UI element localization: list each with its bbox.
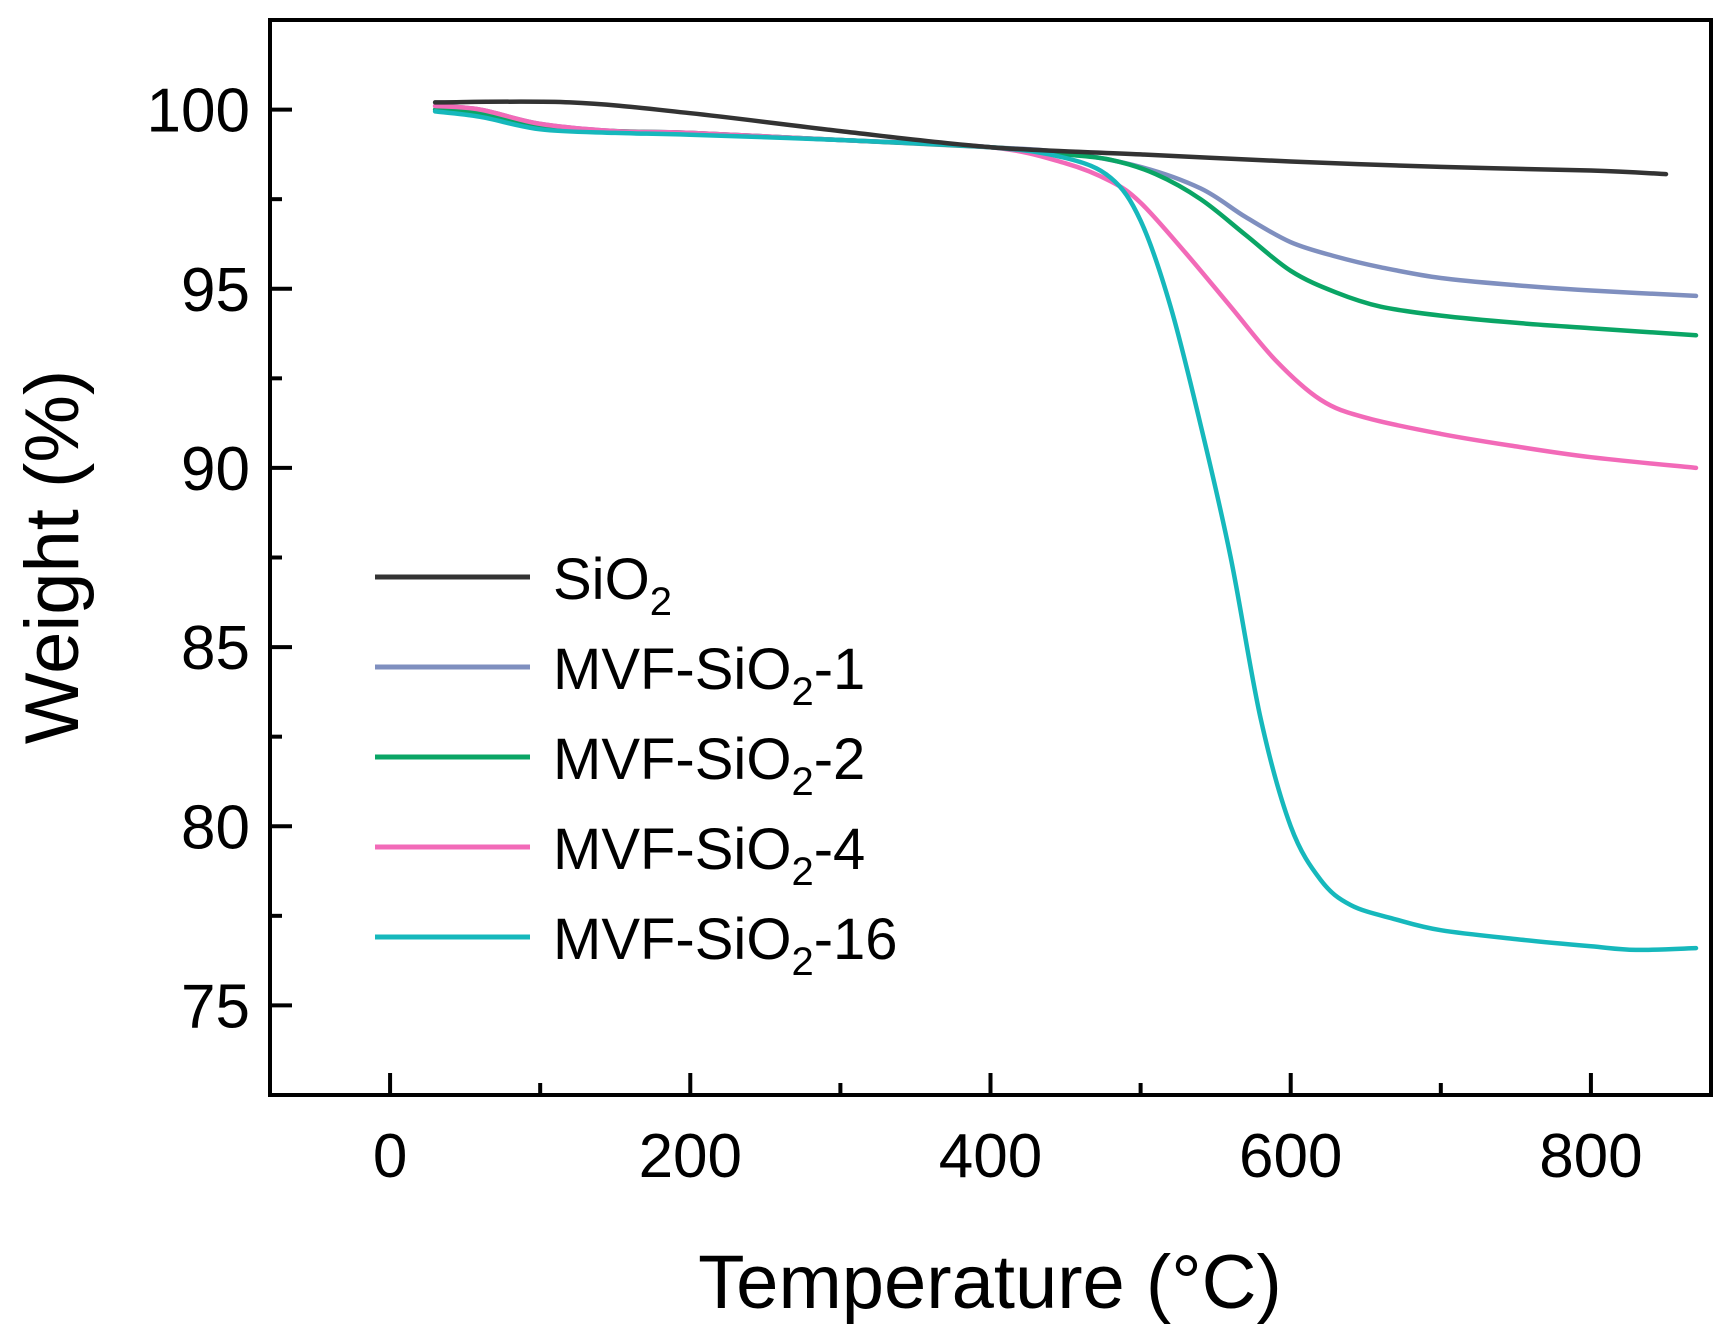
x-tick-label: 800 — [1539, 1122, 1642, 1191]
x-tick-label: 600 — [1239, 1122, 1342, 1191]
y-tick-label: 85 — [181, 614, 250, 683]
y-tick-label: 80 — [181, 793, 250, 862]
series-line-0 — [432, 99, 1669, 177]
legend-label-0: SiO2 — [553, 547, 672, 624]
y-axis-title: Weight (%) — [10, 370, 95, 744]
series-line-2 — [432, 107, 1699, 338]
legend-label-4: MVF-SiO2-16 — [553, 907, 898, 984]
legend-label-2: MVF-SiO2-2 — [553, 727, 865, 804]
y-tick-label: 95 — [181, 256, 250, 325]
y-tick-label: 90 — [181, 435, 250, 504]
series-layer — [432, 99, 1699, 953]
y-tick-label: 75 — [181, 972, 250, 1041]
x-tick-label: 400 — [939, 1122, 1042, 1191]
plot-frame — [268, 18, 1713, 1097]
legend: SiO2 MVF-SiO2-1 MVF-SiO2-2 MVF-SiO2-4 MVF-Si… — [375, 547, 898, 984]
y-tick-label: 100 — [147, 77, 250, 146]
y-axis: 75 80 85 90 95 100 — [147, 18, 292, 1097]
legend-label-1: MVF-SiO2-1 — [553, 637, 865, 714]
x-axis: 0 200 400 600 800 — [373, 1073, 1643, 1191]
x-axis-title: Temperature (°C) — [698, 1240, 1282, 1325]
legend-label-3: MVF-SiO2-4 — [553, 817, 865, 894]
series-line-4 — [432, 109, 1699, 953]
x-tick-label: 200 — [639, 1122, 742, 1191]
x-tick-label: 0 — [373, 1122, 407, 1191]
